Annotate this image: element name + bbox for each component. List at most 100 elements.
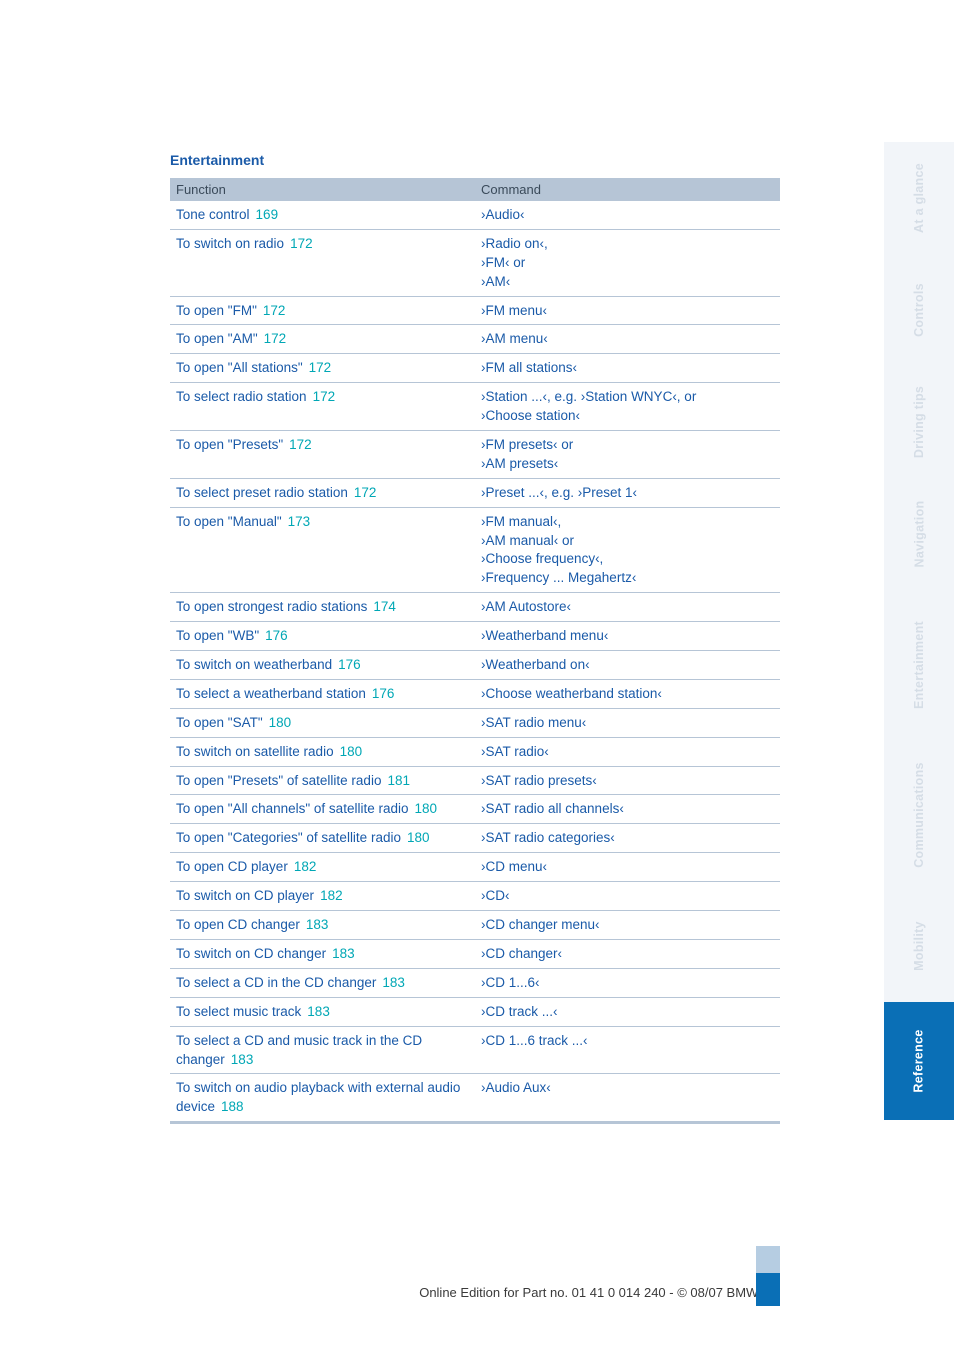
function-text: To select radio station xyxy=(176,389,307,404)
page-link[interactable]: 183 xyxy=(307,1004,330,1019)
side-tab[interactable]: Communications xyxy=(884,740,954,890)
cell-function: To select a CD in the CD changer 183 xyxy=(170,968,475,997)
cell-command: ›SAT radio presets‹ xyxy=(475,766,780,795)
page-link[interactable]: 172 xyxy=(289,437,312,452)
cell-function: To open CD changer183 xyxy=(170,911,475,940)
table-body: Tone control169›Audio‹To switch on radio… xyxy=(170,201,780,1123)
function-text: To open "Manual" xyxy=(176,514,282,529)
table-row: To open "Presets"172›FM presets‹ or ›AM … xyxy=(170,431,780,479)
cell-command: ›SAT radio all channels‹ xyxy=(475,795,780,824)
side-tab[interactable]: Driving tips xyxy=(884,366,954,478)
cell-function: To switch on weatherband176 xyxy=(170,651,475,680)
page-link[interactable]: 180 xyxy=(407,830,430,845)
table-row: To select a CD and music track in the CD… xyxy=(170,1026,780,1074)
cell-function: To open strongest radio stations 174 xyxy=(170,593,475,622)
cell-command: ›CD 1...6‹ xyxy=(475,968,780,997)
footer: 261 Online Edition for Part no. 01 41 0 … xyxy=(170,1261,780,1302)
page-link[interactable]: 181 xyxy=(387,773,410,788)
commands-table: Function Command Tone control169›Audio‹T… xyxy=(170,178,780,1124)
cell-function: To open "Manual" 173 xyxy=(170,507,475,593)
page-link[interactable]: 183 xyxy=(306,917,329,932)
table-row: To open "Presets" of satellite radio181›… xyxy=(170,766,780,795)
page: Entertainment Function Command Tone cont… xyxy=(0,0,954,1350)
page-link[interactable]: 182 xyxy=(320,888,343,903)
page-link[interactable]: 172 xyxy=(264,331,287,346)
function-text: To select a CD in the CD changer xyxy=(176,975,376,990)
page-link[interactable]: 183 xyxy=(332,946,355,961)
cell-function: To open "WB" 176 xyxy=(170,622,475,651)
side-tab-label: Controls xyxy=(912,283,926,337)
page-link[interactable]: 176 xyxy=(338,657,361,672)
side-tab[interactable]: Entertainment xyxy=(884,590,954,740)
table-row: To select radio station 172 ›Station ...‹,… xyxy=(170,383,780,431)
function-text: Tone control xyxy=(176,207,250,222)
side-tab-label: Mobility xyxy=(912,921,926,971)
table-row: To switch on audio playback with externa… xyxy=(170,1074,780,1123)
function-text: To select music track xyxy=(176,1004,301,1019)
side-tab[interactable]: Mobility xyxy=(884,890,954,1002)
table-row: Tone control169›Audio‹ xyxy=(170,201,780,229)
page-number: 261 xyxy=(170,1261,780,1281)
cell-function: To select a weatherband station 176 xyxy=(170,679,475,708)
function-text: To open "FM" xyxy=(176,303,257,318)
cell-function: To switch on radio 172 xyxy=(170,229,475,296)
table-row: To open "AM" 172 ›AM menu‹ xyxy=(170,325,780,354)
cell-command: ›AM Autostore‹ xyxy=(475,593,780,622)
page-link[interactable]: 180 xyxy=(340,744,363,759)
side-tab[interactable]: At a glance xyxy=(884,142,954,254)
cell-command: ›CD‹ xyxy=(475,882,780,911)
cell-command: ›AM menu‹ xyxy=(475,325,780,354)
page-link[interactable]: 176 xyxy=(265,628,288,643)
page-link[interactable]: 183 xyxy=(231,1052,254,1067)
page-link[interactable]: 182 xyxy=(294,859,317,874)
function-text: To switch on CD changer xyxy=(176,946,326,961)
page-link[interactable]: 180 xyxy=(414,801,437,816)
col-command: Command xyxy=(475,178,780,201)
table-row: To open "SAT"180›SAT radio menu‹ xyxy=(170,708,780,737)
function-text: To open strongest radio stations xyxy=(176,599,367,614)
table-header-row: Function Command xyxy=(170,178,780,201)
page-link[interactable]: 176 xyxy=(372,686,395,701)
page-link[interactable]: 172 xyxy=(309,360,332,375)
side-tab-label: Driving tips xyxy=(912,386,926,458)
page-link[interactable]: 172 xyxy=(290,236,313,251)
side-tab[interactable]: Navigation xyxy=(884,478,954,590)
cell-command: ›Weatherband on‹ xyxy=(475,651,780,680)
table-row: To open CD player182›CD menu‹ xyxy=(170,853,780,882)
page-link[interactable]: 183 xyxy=(382,975,405,990)
function-text: To select a weatherband station xyxy=(176,686,366,701)
cell-command: ›Station ...‹, e.g. ›Station WNYC‹, or ›… xyxy=(475,383,780,431)
side-tab-label: Reference xyxy=(912,1029,926,1092)
cell-command: ›FM menu‹ xyxy=(475,296,780,325)
table-row: To open "FM" 172 ›FM menu‹ xyxy=(170,296,780,325)
cell-function: To select music track 183 xyxy=(170,997,475,1026)
page-link[interactable]: 188 xyxy=(221,1099,244,1114)
cell-function: To switch on satellite radio180 xyxy=(170,737,475,766)
side-tab[interactable]: Reference xyxy=(884,1002,954,1120)
cell-command: ›FM manual‹, ›AM manual‹ or ›Choose freq… xyxy=(475,507,780,593)
function-text: To switch on radio xyxy=(176,236,284,251)
page-link[interactable]: 172 xyxy=(354,485,377,500)
cell-command: ›CD changer menu‹ xyxy=(475,911,780,940)
table-row: To switch on CD changer 183 ›CD changer‹ xyxy=(170,939,780,968)
cell-function: To open "Presets" of satellite radio181 xyxy=(170,766,475,795)
function-text: To open "SAT" xyxy=(176,715,263,730)
page-link[interactable]: 172 xyxy=(263,303,286,318)
page-link[interactable]: 173 xyxy=(288,514,311,529)
page-link[interactable]: 172 xyxy=(313,389,336,404)
cell-command: ›Preset ...‹, e.g. ›Preset 1‹ xyxy=(475,478,780,507)
page-link[interactable]: 174 xyxy=(373,599,396,614)
function-text: To select preset radio station xyxy=(176,485,348,500)
function-text: To open "Presets" xyxy=(176,437,283,452)
cell-command: ›CD changer‹ xyxy=(475,939,780,968)
page-link[interactable]: 169 xyxy=(256,207,279,222)
page-link[interactable]: 180 xyxy=(269,715,292,730)
cell-command: ›Weatherband menu‹ xyxy=(475,622,780,651)
cell-function: To open "All channels" of satellite radi… xyxy=(170,795,475,824)
function-text: To open CD player xyxy=(176,859,288,874)
table-row: To open strongest radio stations 174 ›AM A… xyxy=(170,593,780,622)
side-tab[interactable]: Controls xyxy=(884,254,954,366)
function-text: To open "WB" xyxy=(176,628,259,643)
function-text: To open "AM" xyxy=(176,331,258,346)
cell-function: To switch on CD player182 xyxy=(170,882,475,911)
